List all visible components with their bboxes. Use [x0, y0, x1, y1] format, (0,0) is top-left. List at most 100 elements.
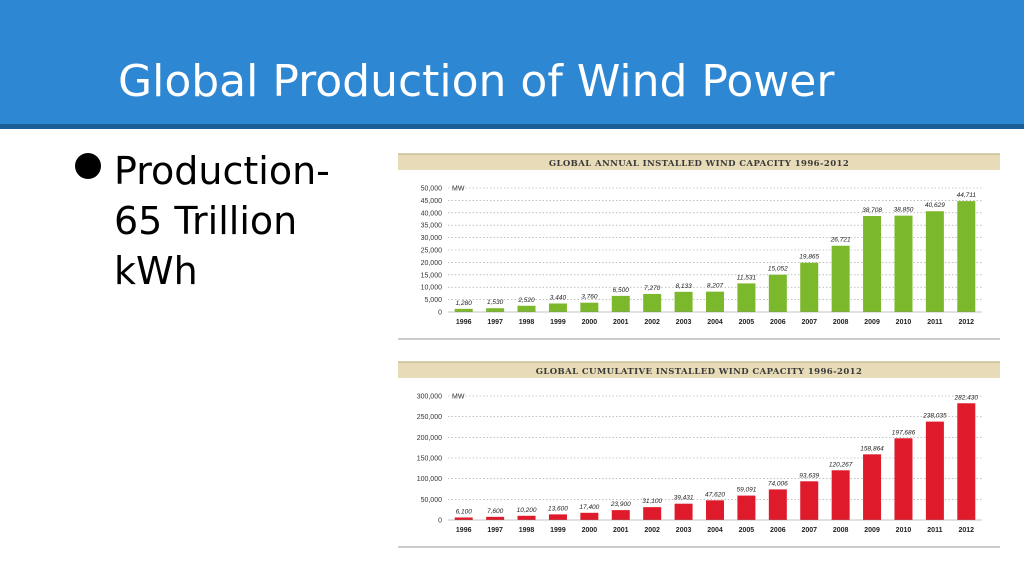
x-tick-label: 2005: [739, 319, 755, 326]
slide-title: Global Production of Wind Power: [118, 56, 835, 107]
y-tick-label: 0: [438, 518, 442, 525]
y-axis-unit-label: MW: [452, 394, 465, 401]
y-tick-label: 200,000: [417, 435, 442, 442]
bar-data-label: 6,500: [613, 287, 630, 294]
bar-data-label: 13,600: [548, 505, 568, 512]
bar: [643, 507, 662, 520]
x-tick-label: 2005: [739, 527, 755, 534]
bar-data-label: 59,091: [736, 487, 756, 494]
bar-data-label: 17,400: [579, 504, 599, 511]
x-tick-label: 1999: [550, 319, 566, 326]
bar: [674, 291, 693, 312]
bar-data-label: 38,850: [894, 207, 914, 214]
bar-data-label: 23,900: [610, 501, 631, 508]
bar: [957, 201, 976, 312]
bar: [548, 514, 567, 520]
bar: [925, 421, 944, 520]
bar-data-label: 2,520: [517, 297, 535, 304]
bar: [768, 274, 787, 312]
bar: [894, 438, 913, 520]
bar-data-label: 15,052: [768, 266, 788, 273]
bar: [517, 305, 536, 312]
x-tick-label: 2011: [927, 319, 942, 326]
bar-data-label: 3,440: [550, 294, 567, 301]
y-tick-label: 50,000: [421, 186, 443, 193]
y-tick-label: 50,000: [421, 497, 443, 504]
x-tick-label: 2007: [801, 319, 817, 326]
bar: [800, 262, 819, 312]
bullet-icon: [75, 153, 101, 179]
bar: [454, 308, 473, 312]
bar: [548, 303, 567, 312]
cumulative-capacity-chart-svg: GLOBAL CUMULATIVE INSTALLED WIND CAPACIT…: [398, 361, 1000, 534]
bar: [486, 516, 505, 520]
bar: [580, 302, 599, 312]
x-tick-label: 1997: [487, 527, 503, 534]
x-tick-label: 2012: [959, 319, 975, 326]
x-tick-label: 2004: [707, 527, 723, 534]
bar-data-label: 7,600: [487, 508, 504, 515]
x-tick-label: 2004: [707, 319, 723, 326]
bar-data-label: 74,006: [768, 480, 788, 487]
x-tick-label: 2007: [801, 527, 817, 534]
x-tick-label: 2003: [676, 527, 692, 534]
bar: [706, 291, 724, 312]
x-tick-label: 2010: [896, 527, 912, 534]
bar: [957, 403, 976, 520]
x-tick-label: 2009: [864, 319, 880, 326]
y-axis-unit-label: MW: [452, 186, 465, 193]
bar-data-label: 7,270: [644, 285, 661, 292]
y-tick-label: 250,000: [417, 414, 442, 421]
chart-header-band: [398, 154, 1000, 170]
bar-data-label: 238,035: [922, 413, 947, 420]
bar-data-label: 282,430: [954, 394, 979, 401]
bar-data-label: 6,100: [456, 508, 473, 515]
x-tick-label: 1999: [550, 527, 566, 534]
x-tick-label: 1996: [456, 319, 472, 326]
bar-data-label: 3,760: [581, 294, 598, 301]
bar: [831, 470, 850, 520]
y-tick-label: 150,000: [417, 456, 442, 463]
bar: [517, 515, 536, 520]
y-tick-label: 35,000: [421, 223, 443, 230]
bar-data-label: 8,133: [675, 283, 692, 290]
bar-data-label: 39,431: [674, 495, 694, 502]
x-tick-label: 1998: [519, 527, 535, 534]
bar: [925, 211, 944, 312]
x-tick-label: 2002: [644, 527, 660, 534]
annual-capacity-chart-svg: GLOBAL ANNUAL INSTALLED WIND CAPACITY 19…: [398, 153, 1000, 326]
x-tick-label: 2006: [770, 527, 786, 534]
bullet-text: Production- 65 Trillion kWh: [114, 149, 330, 293]
x-tick-label: 1996: [456, 527, 472, 534]
y-tick-label: 100,000: [417, 476, 442, 483]
x-tick-label: 2011: [927, 527, 942, 534]
x-tick-label: 1997: [487, 319, 503, 326]
title-underline: [0, 124, 1024, 129]
y-tick-label: 40,000: [421, 210, 443, 217]
bar: [580, 512, 599, 520]
x-tick-label: 2001: [613, 527, 629, 534]
bar-data-label: 19,865: [799, 254, 819, 261]
bar-data-label: 44,711: [957, 192, 977, 199]
chart-bottom-rule: [398, 338, 1000, 340]
bar: [863, 216, 882, 312]
bar: [486, 308, 505, 312]
bar-data-label: 47,620: [705, 491, 725, 498]
bar: [611, 510, 630, 520]
bar: [674, 503, 693, 520]
annual-capacity-chart: GLOBAL ANNUAL INSTALLED WIND CAPACITY 19…: [398, 152, 1000, 342]
bar: [863, 454, 882, 520]
bar-data-label: 1,280: [456, 300, 473, 307]
bar: [611, 295, 630, 312]
y-tick-label: 300,000: [417, 394, 442, 401]
bar-data-label: 38,708: [862, 207, 882, 214]
chart-bottom-rule: [398, 546, 1000, 548]
bar: [706, 500, 724, 520]
bar: [737, 283, 756, 312]
bar-data-label: 1,530: [487, 299, 504, 306]
x-tick-label: 2008: [833, 319, 849, 326]
bar-data-label: 120,267: [829, 461, 853, 468]
y-tick-label: 25,000: [421, 248, 443, 255]
bar-data-label: 197,686: [892, 429, 916, 436]
chart-title: GLOBAL CUMULATIVE INSTALLED WIND CAPACIT…: [536, 367, 863, 377]
